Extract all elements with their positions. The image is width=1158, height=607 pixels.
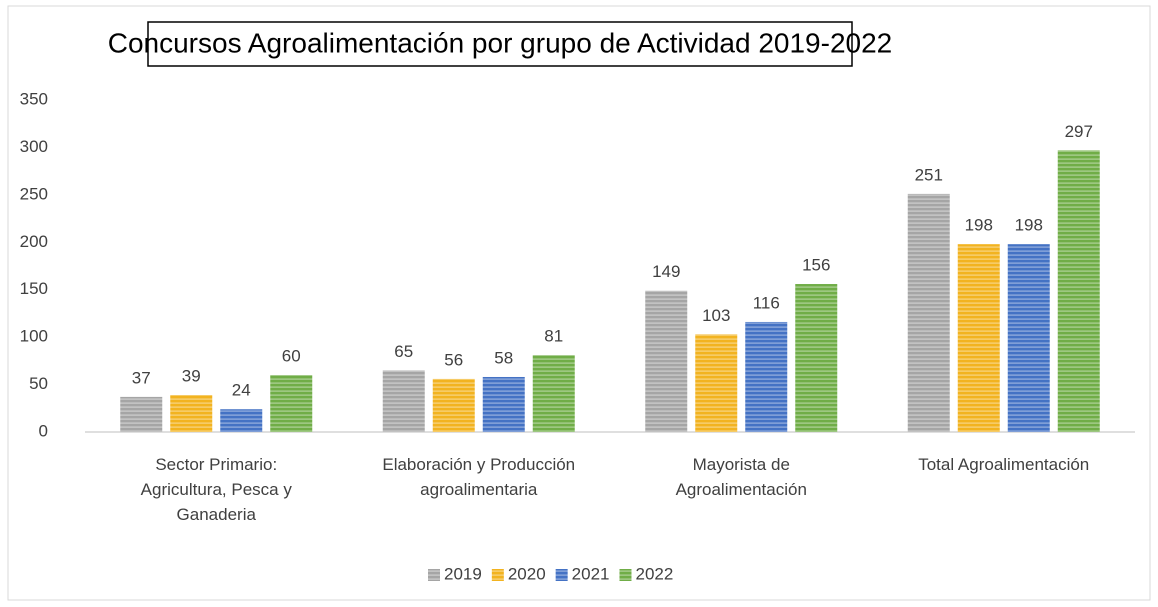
chart-frame <box>7 5 1151 601</box>
bar <box>957 244 1000 432</box>
y-tick-label: 0 <box>39 421 48 440</box>
data-label: 58 <box>494 348 513 367</box>
data-label: 60 <box>282 347 301 366</box>
y-tick-label: 50 <box>29 374 48 393</box>
bar <box>270 375 313 432</box>
bar <box>695 334 738 432</box>
data-label: 65 <box>394 342 413 361</box>
x-tick-label: Total Agroalimentación <box>918 455 1090 474</box>
bar <box>120 396 163 432</box>
legend-label: 2022 <box>635 564 673 583</box>
data-label: 297 <box>1065 122 1093 141</box>
data-label: 56 <box>444 350 463 369</box>
data-label: 149 <box>652 262 680 281</box>
data-label: 156 <box>802 256 830 275</box>
legend-swatch <box>428 569 440 581</box>
chart-title: Concursos Agroalimentación por grupo de … <box>108 27 893 58</box>
legend-swatch <box>491 569 504 581</box>
bar <box>1057 150 1100 432</box>
data-label: 24 <box>232 381 251 400</box>
legend-label: 2021 <box>572 564 610 583</box>
bar <box>170 395 213 432</box>
bar <box>220 409 263 432</box>
data-label: 81 <box>544 327 563 346</box>
legend-label: 2020 <box>508 564 546 583</box>
data-label: 251 <box>915 165 943 184</box>
bar <box>1007 244 1050 432</box>
y-tick-label: 300 <box>20 137 48 156</box>
data-label: 116 <box>753 293 780 312</box>
data-label: 103 <box>702 306 730 325</box>
legend-swatch <box>619 569 632 581</box>
bar <box>382 370 425 432</box>
bar <box>532 355 575 432</box>
y-tick-label: 100 <box>20 327 48 346</box>
bar <box>482 376 525 432</box>
x-tick-label: Sector Primario: Agricultura, Pesca y Ga… <box>140 455 292 524</box>
bar <box>432 378 475 432</box>
data-label: 37 <box>132 368 151 387</box>
legend-label: 2019 <box>444 564 482 583</box>
data-label: 39 <box>182 366 201 385</box>
y-tick-label: 350 <box>20 89 48 108</box>
y-tick-label: 150 <box>20 279 48 298</box>
legend-swatch <box>555 569 568 581</box>
bar <box>795 284 838 432</box>
data-label: 198 <box>965 216 993 235</box>
bar <box>907 193 950 432</box>
bar <box>745 321 788 432</box>
y-tick-label: 200 <box>20 232 48 251</box>
data-label: 198 <box>1015 216 1043 235</box>
x-tick-label: Mayorista de Agroalimentación <box>675 455 807 499</box>
bar <box>645 290 688 432</box>
x-tick-label: Elaboración y Producción agroalimentaria <box>382 455 576 499</box>
title-box <box>147 21 853 67</box>
y-tick-label: 250 <box>20 184 48 203</box>
